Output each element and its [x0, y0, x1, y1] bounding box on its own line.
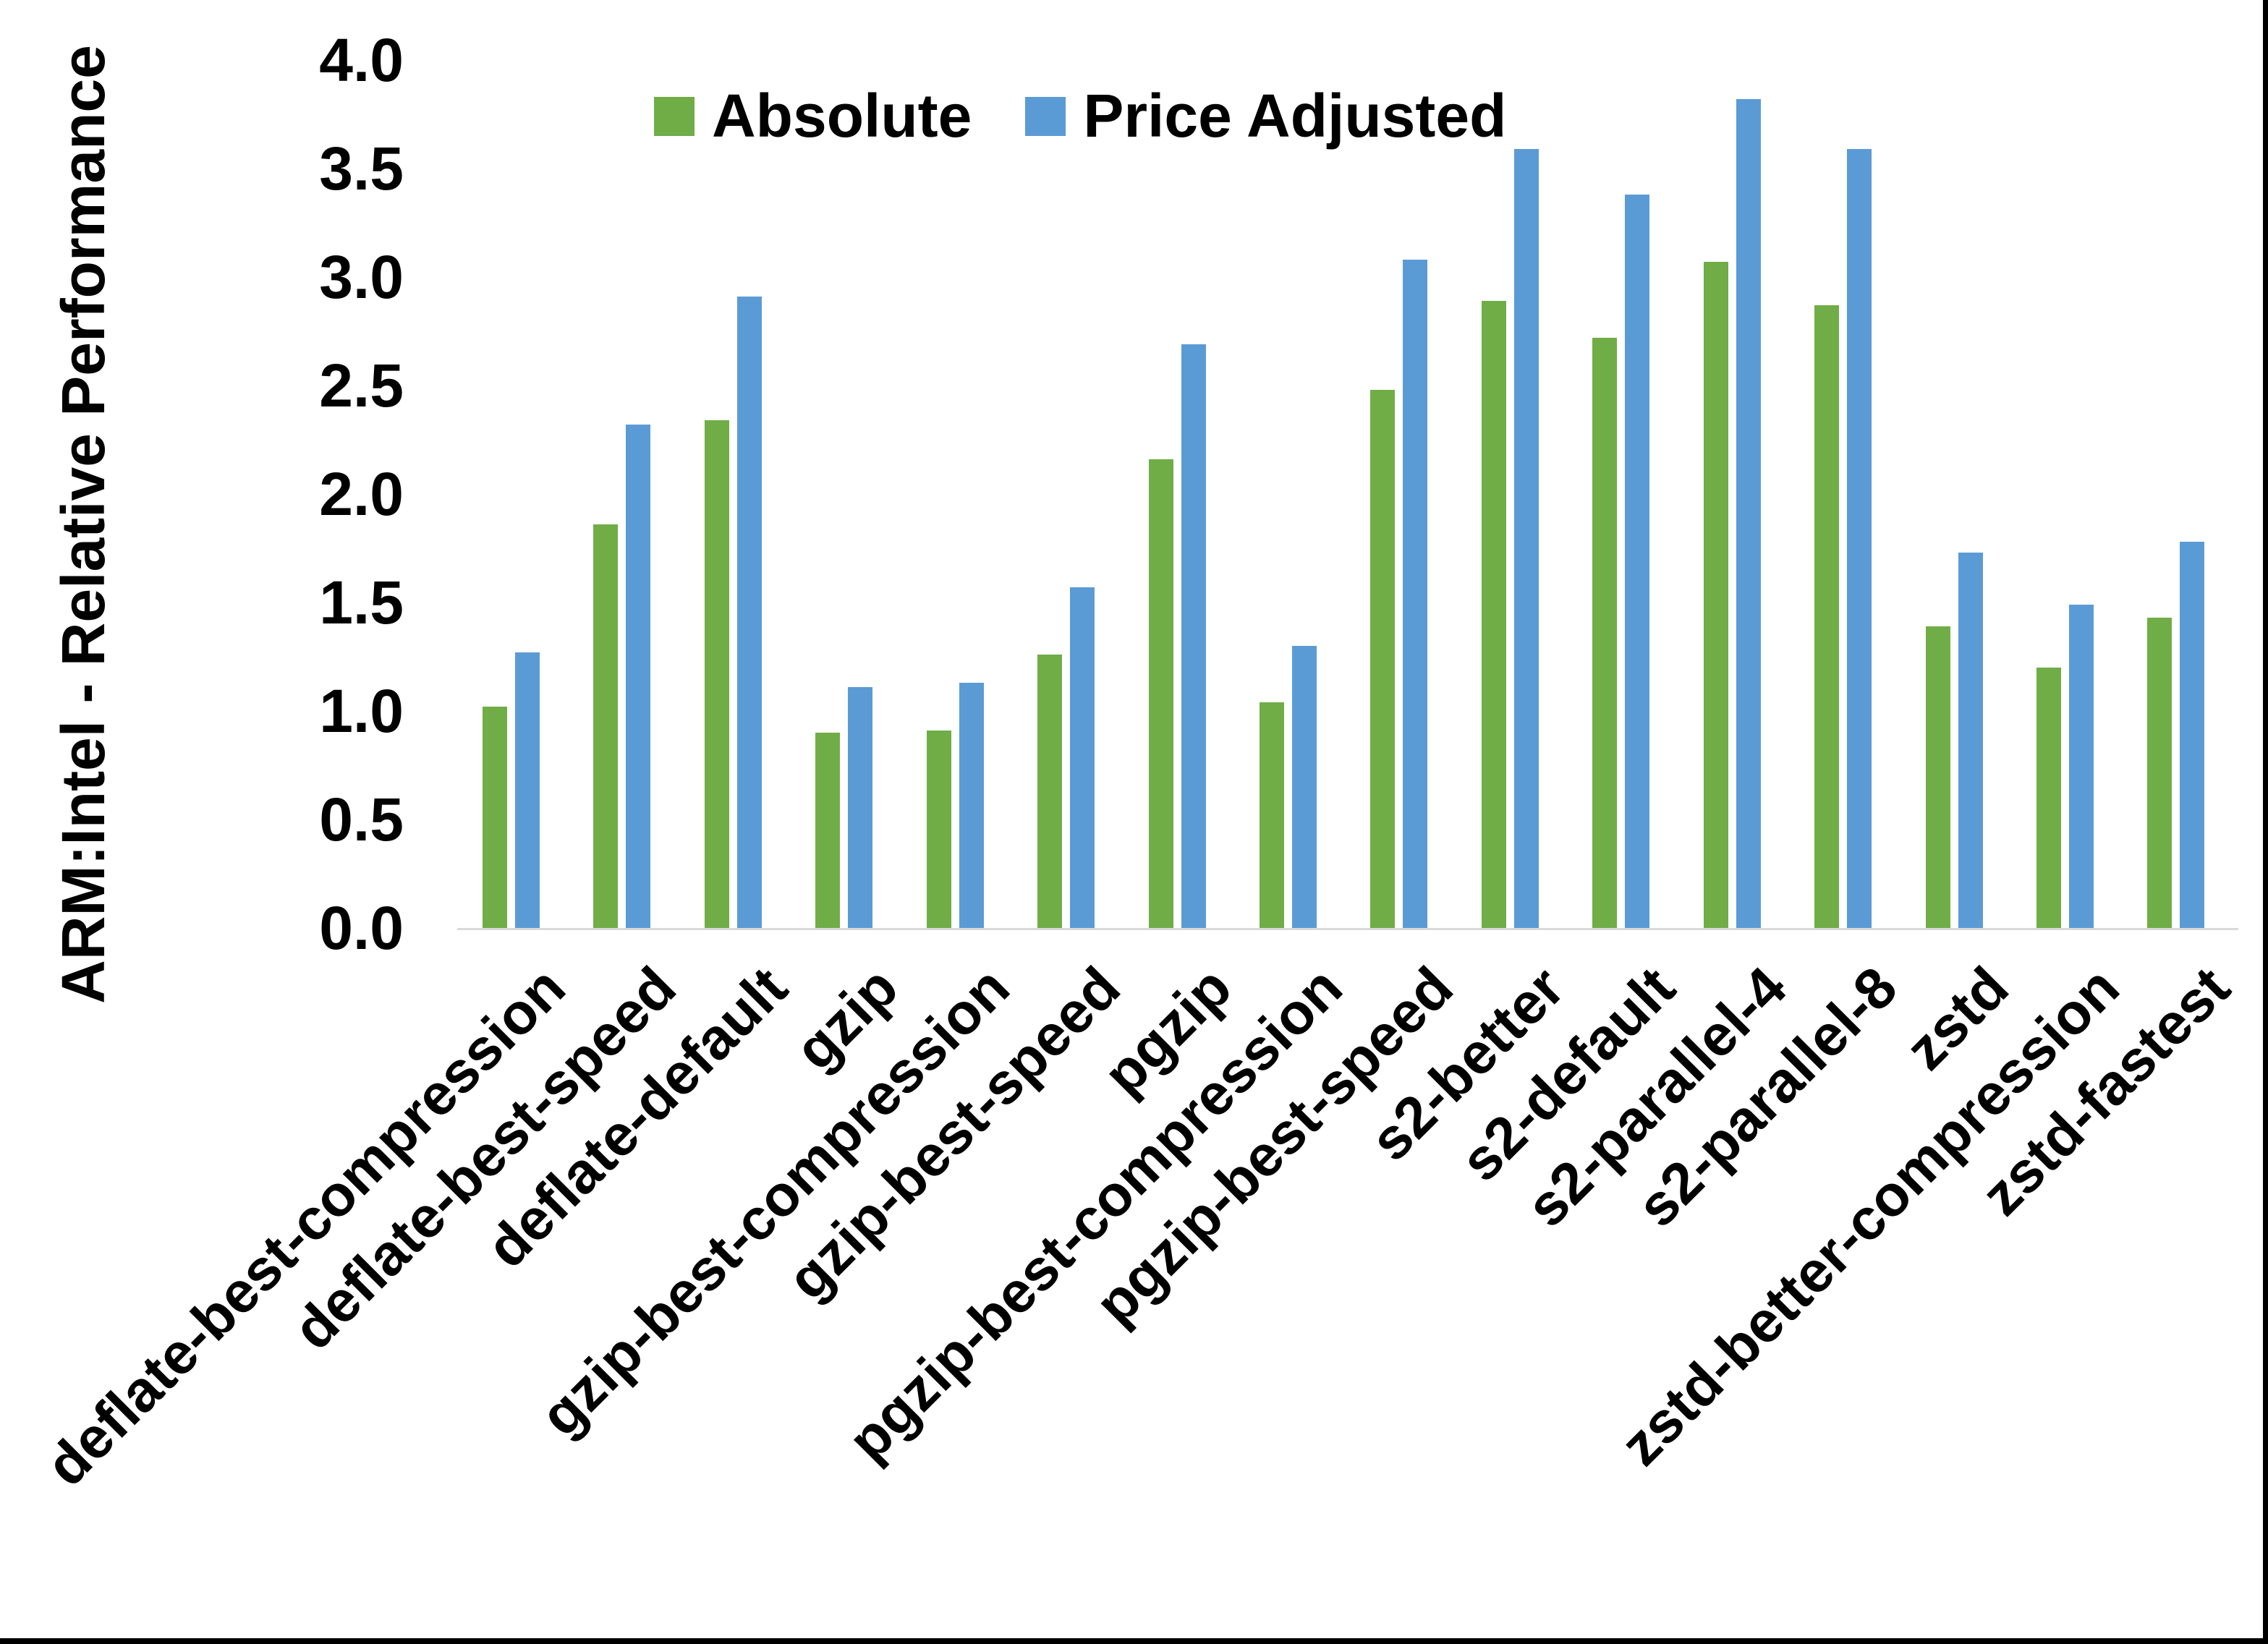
- bar-absolute-s2-parallel-8: [1814, 305, 1839, 928]
- legend-swatch-icon: [654, 96, 695, 136]
- bar-absolute-pgzip-best-speed: [1370, 390, 1395, 928]
- screenshot-right-border: [2263, 0, 2268, 1644]
- bar-price-adjusted-gzip: [848, 687, 872, 928]
- screenshot-bottom-border: [0, 1638, 2268, 1644]
- y-axis-title: ARM:Intel - Relative Performance: [49, 45, 117, 1004]
- y-axis-tick-label: 0.0: [319, 894, 404, 962]
- legend-label: Absolute: [712, 82, 972, 150]
- bar-price-adjusted-zstd-better-compression: [2069, 605, 2094, 928]
- legend-label: Price Adjusted: [1083, 82, 1507, 150]
- legend: Absolute Price Adjusted: [654, 81, 1560, 151]
- bar-price-adjusted-deflate-best-compression: [515, 652, 540, 928]
- y-axis-tick-label: 4.0: [319, 26, 404, 94]
- bar-absolute-gzip: [815, 733, 840, 928]
- bar-absolute-zstd: [1926, 626, 1950, 928]
- bar-absolute-pgzip-best-compression: [1260, 702, 1284, 928]
- bar-absolute-zstd-better-compression: [2036, 668, 2061, 928]
- bar-absolute-s2-parallel-4: [1704, 262, 1728, 928]
- bar-absolute-deflate-best-compression: [483, 707, 507, 928]
- y-axis-tick-label: 2.5: [319, 352, 404, 419]
- legend-swatch-icon: [1025, 96, 1066, 136]
- bar-price-adjusted-s2-default: [1625, 195, 1649, 928]
- bar-absolute-deflate-default: [705, 420, 729, 928]
- x-axis-line: [457, 928, 2238, 930]
- legend-item-price-adjusted: Price Adjusted: [1025, 81, 1506, 151]
- bar-absolute-gzip-best-compression: [927, 731, 951, 928]
- y-axis-tick-label: 1.0: [319, 677, 404, 745]
- bar-price-adjusted-s2-parallel-4: [1736, 99, 1761, 928]
- bar-price-adjusted-pgzip-best-compression: [1292, 646, 1317, 928]
- bar-absolute-pgzip: [1149, 459, 1173, 928]
- bar-absolute-s2-better: [1482, 301, 1506, 928]
- y-axis-tick-label: 0.5: [319, 785, 404, 853]
- bar-price-adjusted-pgzip: [1181, 344, 1206, 928]
- bar-price-adjusted-gzip-best-compression: [959, 683, 984, 928]
- legend-item-absolute: Absolute: [654, 81, 972, 151]
- y-axis-tick-label: 1.5: [319, 568, 404, 636]
- bar-absolute-zstd-fastest: [2147, 618, 2172, 928]
- bar-price-adjusted-s2-parallel-8: [1847, 149, 1872, 928]
- bar-price-adjusted-s2-better: [1514, 149, 1539, 928]
- bar-price-adjusted-zstd-fastest: [2180, 542, 2204, 928]
- bar-price-adjusted-gzip-best-speed: [1070, 587, 1095, 928]
- bar-absolute-gzip-best-speed: [1037, 655, 1062, 928]
- y-axis-tick-label: 3.5: [319, 135, 404, 203]
- bar-absolute-deflate-best-speed: [593, 524, 618, 928]
- bar-absolute-s2-default: [1592, 338, 1617, 928]
- bar-price-adjusted-deflate-default: [737, 297, 762, 928]
- y-axis-tick-label: 3.0: [319, 243, 404, 311]
- bar-price-adjusted-deflate-best-speed: [626, 425, 650, 928]
- bar-price-adjusted-zstd: [1958, 553, 1983, 928]
- y-axis-tick-label: 2.0: [319, 460, 404, 528]
- bar-price-adjusted-pgzip-best-speed: [1403, 260, 1427, 928]
